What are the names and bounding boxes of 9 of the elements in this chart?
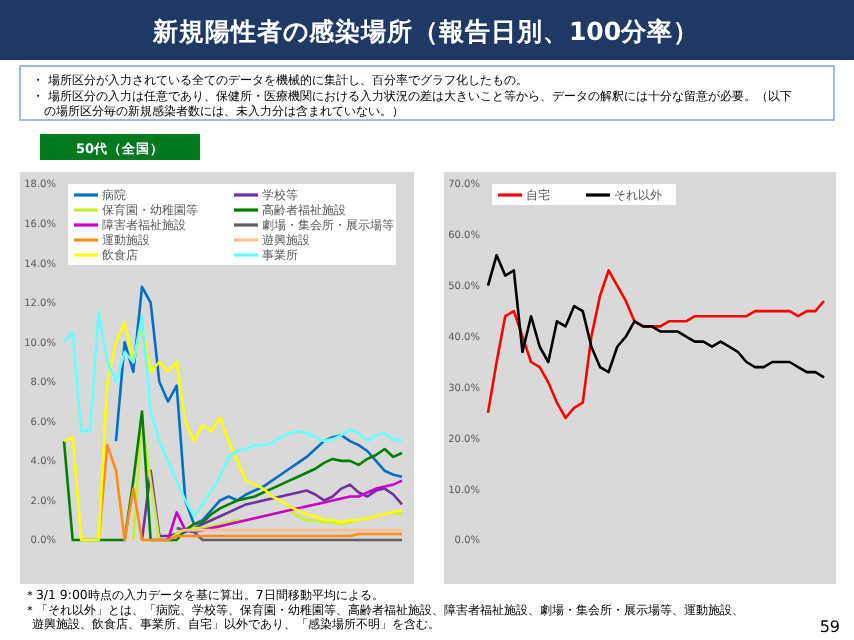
line-series <box>114 285 404 526</box>
text: 59 <box>819 618 840 636</box>
chart-title: 新規陽性者の感染場所（報告日別、100分率） <box>150 16 700 46</box>
line-series <box>97 443 404 542</box>
line-series <box>140 469 404 542</box>
line-series <box>486 269 826 420</box>
line-series <box>62 410 404 542</box>
line-series <box>486 253 826 379</box>
line-series <box>166 479 404 542</box>
